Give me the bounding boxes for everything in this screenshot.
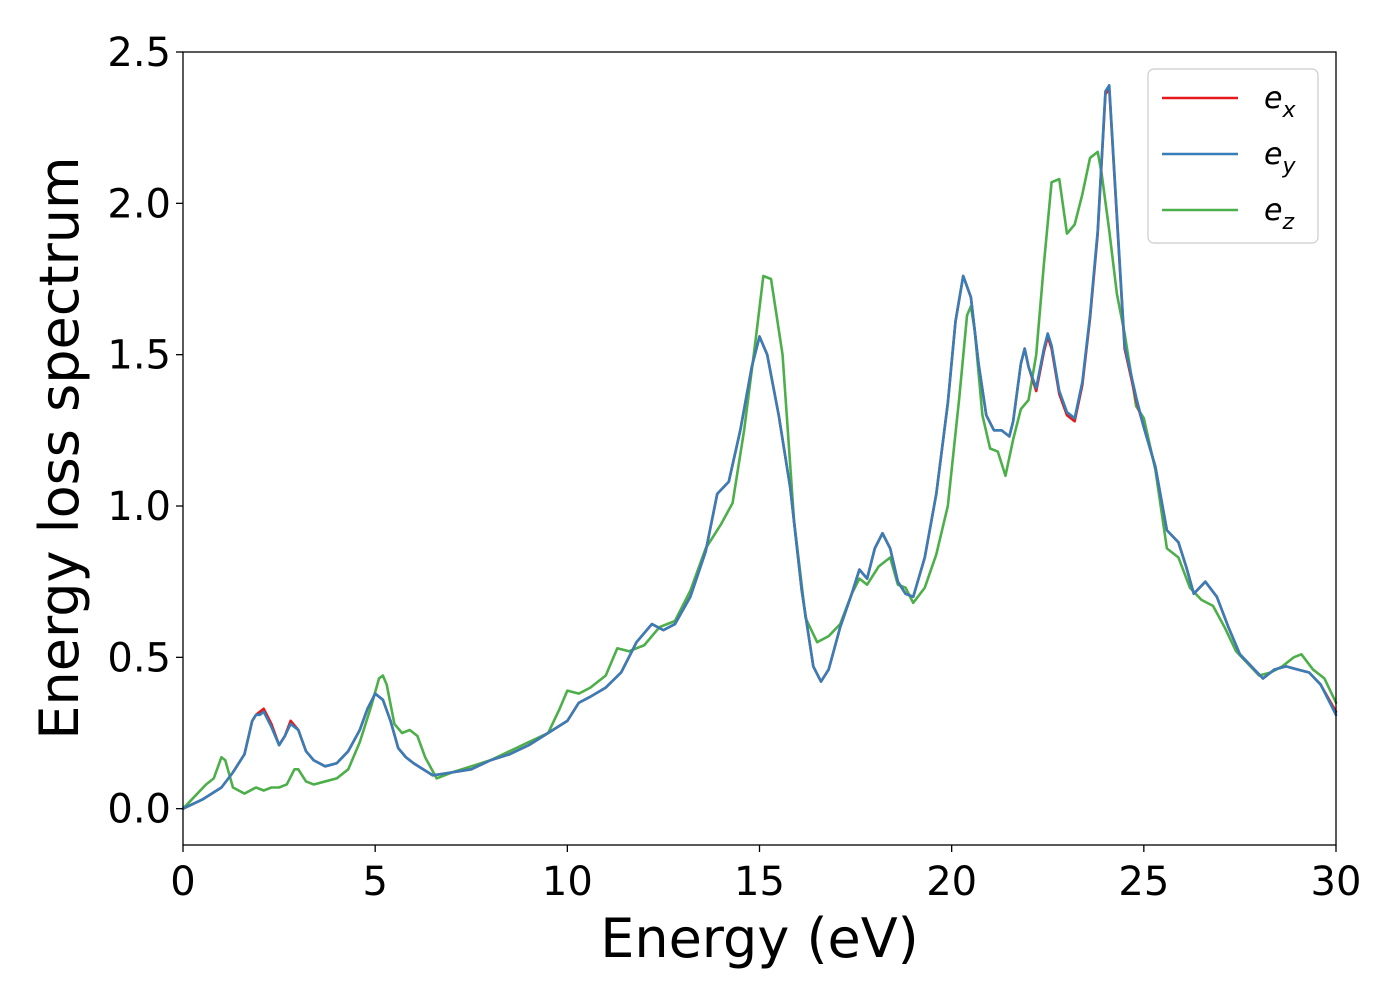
y-tick-label: 0.0 — [107, 787, 171, 833]
x-axis-label: Energy (eV) — [600, 907, 919, 970]
y-axis-label: Energy loss spectrum — [28, 156, 91, 739]
legend-box — [1147, 68, 1319, 244]
y-tick-label: 1.5 — [107, 333, 171, 379]
y-tick-label: 2.5 — [107, 30, 171, 76]
x-tick-label: 30 — [1311, 859, 1362, 905]
x-axis-ticks: 0 5 10 15 20 25 30 — [170, 845, 1361, 905]
x-tick-label: 5 — [362, 859, 387, 905]
y-axis-ticks: 0.0 0.5 1.0 1.5 2.0 2.5 — [107, 30, 183, 833]
plot-background — [183, 52, 1336, 845]
x-tick-label: 10 — [542, 859, 593, 905]
series-layer — [181, 83, 1338, 810]
y-tick-label: 0.5 — [107, 635, 171, 681]
x-tick-label: 0 — [170, 859, 195, 905]
y-tick-label: 2.0 — [107, 181, 171, 227]
y-tick-label: 1.0 — [107, 484, 171, 530]
x-tick-label: 20 — [926, 859, 977, 905]
x-tick-label: 25 — [1118, 859, 1169, 905]
x-tick-label: 15 — [734, 859, 785, 905]
series-line-e-y — [181, 83, 1338, 810]
